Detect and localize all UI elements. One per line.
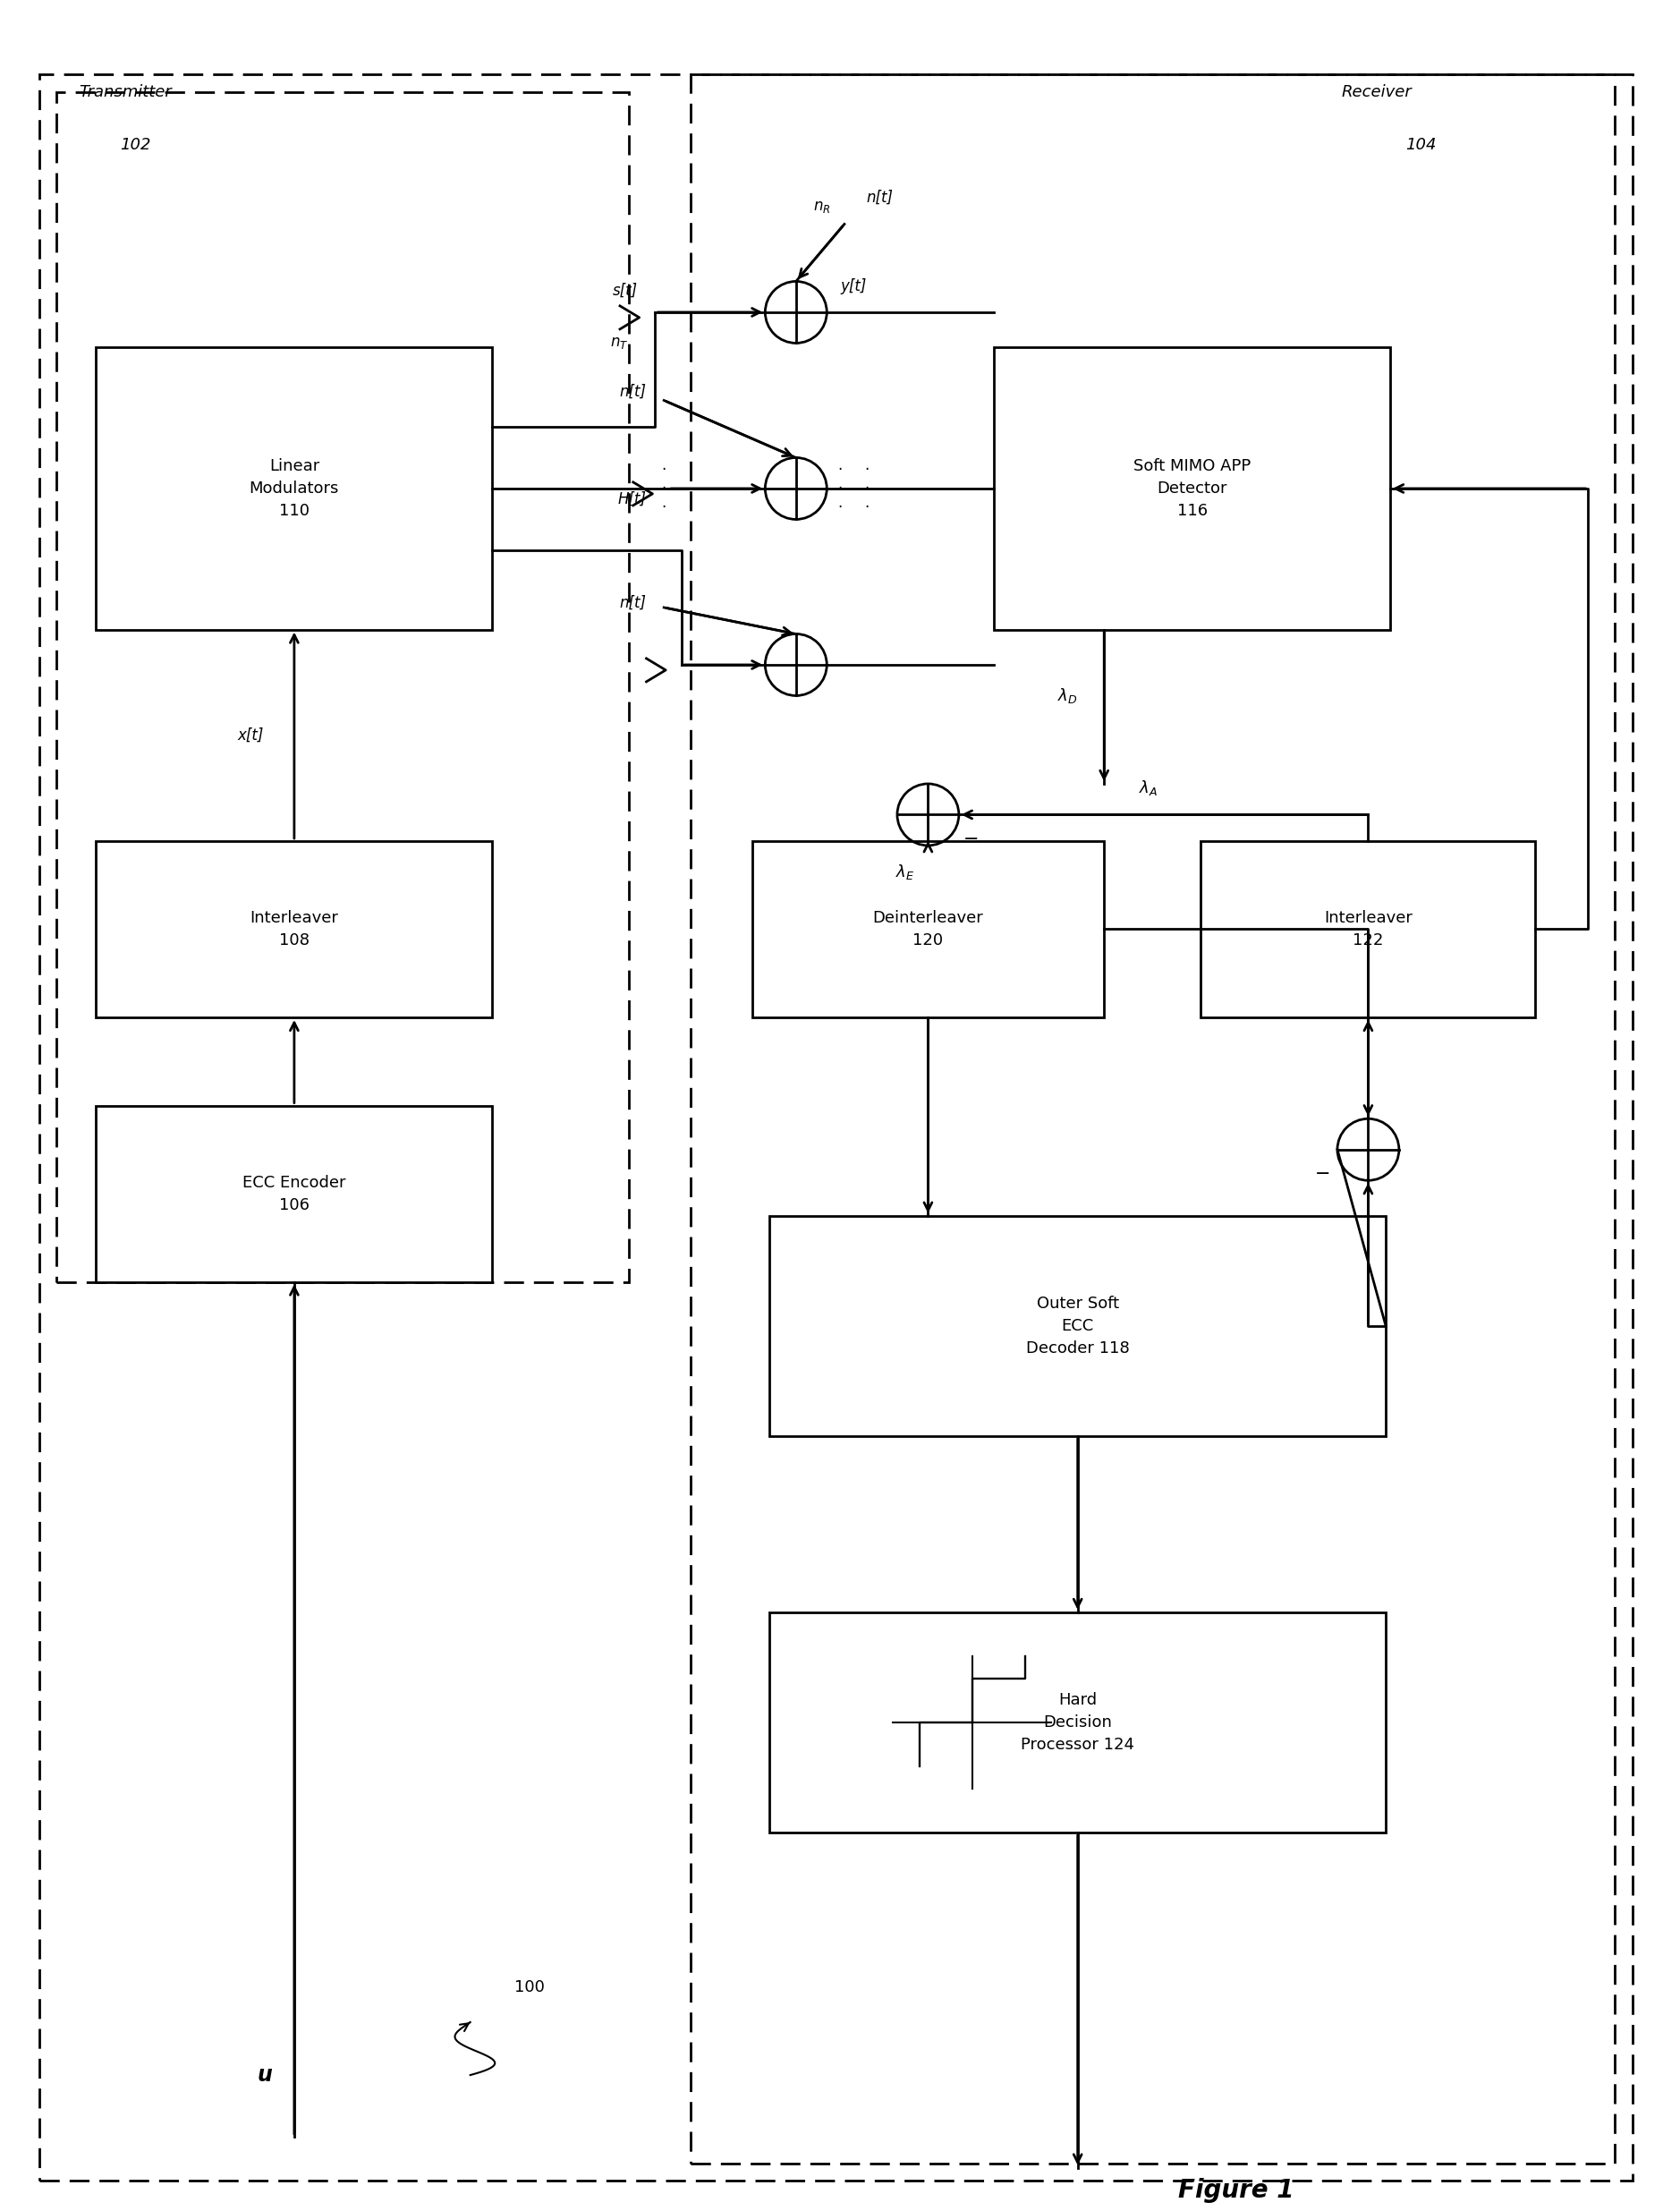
Text: ·
·
·: · · · [838, 462, 842, 515]
Text: Hard
Decision
Processor 124: Hard Decision Processor 124 [1021, 1691, 1134, 1753]
Text: $\lambda_D$: $\lambda_D$ [1057, 685, 1077, 705]
Text: Receiver: Receiver [1342, 84, 1413, 99]
FancyBboxPatch shape [96, 347, 492, 630]
Text: Figure 1: Figure 1 [1178, 2178, 1294, 2202]
Text: ·
·
·: · · · [864, 462, 869, 515]
Text: −: − [963, 831, 979, 849]
Text: $n_T$: $n_T$ [610, 336, 628, 352]
Text: s[t]: s[t] [613, 283, 637, 298]
Text: Soft MIMO APP
Detector
116: Soft MIMO APP Detector 116 [1134, 458, 1252, 520]
Text: y[t]: y[t] [840, 279, 867, 294]
Text: −: − [1315, 1165, 1331, 1183]
FancyBboxPatch shape [995, 347, 1389, 630]
FancyBboxPatch shape [769, 1612, 1386, 1833]
FancyBboxPatch shape [96, 840, 492, 1017]
Text: $n_R$: $n_R$ [813, 199, 832, 214]
Text: Interleaver
122: Interleaver 122 [1324, 911, 1413, 949]
Text: $\lambda_A$: $\lambda_A$ [1139, 778, 1158, 796]
Text: Deinterleaver
120: Deinterleaver 120 [872, 911, 983, 949]
FancyBboxPatch shape [96, 1106, 492, 1282]
Text: Linear
Modulators
110: Linear Modulators 110 [249, 458, 339, 520]
FancyBboxPatch shape [753, 840, 1104, 1017]
Text: n[t]: n[t] [620, 595, 647, 610]
Text: 102: 102 [121, 137, 151, 153]
Text: Interleaver
108: Interleaver 108 [250, 911, 338, 949]
Text: ·
·
·: · · · [662, 462, 667, 515]
Text: $\lambda_E$: $\lambda_E$ [895, 862, 916, 882]
Text: 100: 100 [514, 1979, 544, 1994]
Text: Transmitter: Transmitter [79, 84, 171, 99]
Text: H[t]: H[t] [618, 491, 647, 506]
Text: ECC Encoder
106: ECC Encoder 106 [242, 1174, 346, 1214]
Text: n[t]: n[t] [620, 383, 647, 400]
FancyBboxPatch shape [1201, 840, 1536, 1017]
Text: x[t]: x[t] [237, 727, 264, 743]
Text: Outer Soft
ECC
Decoder 118: Outer Soft ECC Decoder 118 [1026, 1296, 1129, 1355]
FancyBboxPatch shape [769, 1216, 1386, 1435]
Text: u: u [257, 2065, 272, 2085]
Text: n[t]: n[t] [867, 190, 894, 206]
Text: 104: 104 [1406, 137, 1436, 153]
